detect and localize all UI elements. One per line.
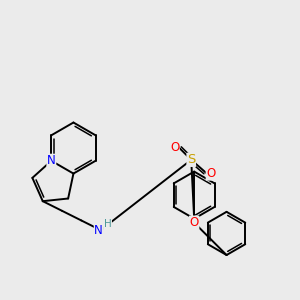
Text: O: O xyxy=(190,216,199,229)
Text: O: O xyxy=(206,167,215,180)
Text: H: H xyxy=(104,219,111,229)
Text: O: O xyxy=(170,141,179,154)
Text: N: N xyxy=(94,224,103,237)
Text: N: N xyxy=(47,154,56,167)
Text: S: S xyxy=(187,153,195,166)
